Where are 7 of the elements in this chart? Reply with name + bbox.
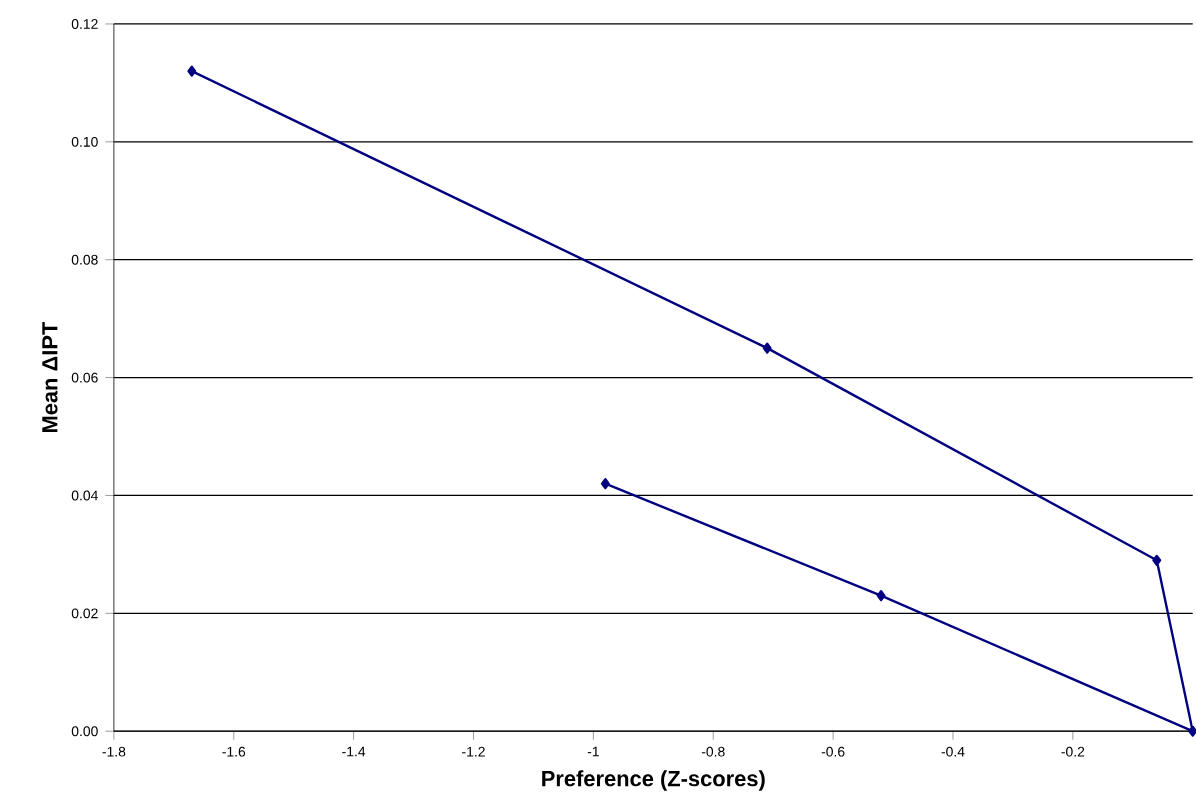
point: [762, 342, 772, 355]
point: [600, 478, 610, 490]
point: [876, 590, 886, 602]
point: [1152, 555, 1162, 567]
y-axis-title: Mean ΔIPT: [42, 322, 58, 433]
point: [187, 65, 197, 78]
x-axis-title: Preference (Z-scores): [542, 770, 765, 792]
